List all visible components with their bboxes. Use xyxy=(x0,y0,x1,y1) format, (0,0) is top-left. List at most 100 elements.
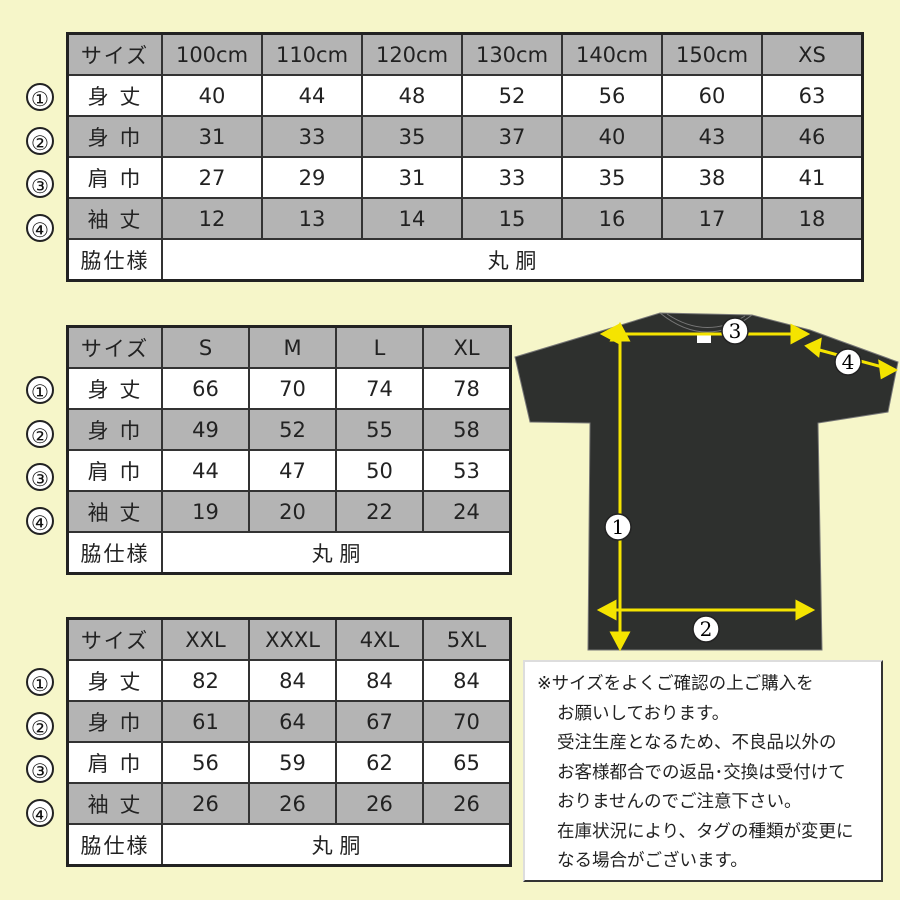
note-line: お願いしております。 xyxy=(557,703,730,724)
value-cell: 74 xyxy=(335,367,424,410)
value-cell: 31 xyxy=(161,115,263,158)
value-cell: 35 xyxy=(561,156,663,199)
marker-4: 4 xyxy=(842,350,855,374)
row-label-cell: 袖 丈 xyxy=(66,782,163,825)
value-cell: 82 xyxy=(161,659,250,702)
marker-3: 3 xyxy=(729,319,742,343)
row-label-cell: 袖 丈 xyxy=(66,490,163,533)
value-cell: 56 xyxy=(561,74,663,117)
value-cell: 17 xyxy=(661,197,763,240)
marker-1: 1 xyxy=(612,515,625,539)
note-line: お客様都合での返品･交換は受付けて xyxy=(557,762,846,783)
table-row: 身 丈 40 44 48 52 56 60 63 xyxy=(66,74,864,117)
row-label-cell: 身 丈 xyxy=(66,367,163,410)
size-header-cell: 100cm xyxy=(161,32,263,76)
value-cell: 26 xyxy=(335,782,424,825)
side-spec-row: 脇仕様丸 胴 xyxy=(66,531,512,575)
value-cell: 46 xyxy=(761,115,864,158)
size-header-cell: 140cm xyxy=(561,32,663,76)
side-spec-row: 脇仕様丸 胴 xyxy=(66,823,512,867)
row-label-cell: 身 巾 xyxy=(66,115,163,158)
value-cell: 14 xyxy=(361,197,463,240)
value-cell: 13 xyxy=(261,197,363,240)
note-line: なる場合がございます。 xyxy=(557,851,748,871)
value-cell: 66 xyxy=(161,367,250,410)
size-table-1: サイズ 100cm 110cm 120cm 130cm 140cm 150cm XS 身 丈 40… xyxy=(66,32,864,282)
value-cell: 31 xyxy=(361,156,463,199)
header-row: サイズ XXL XXXL 4XL 5XL xyxy=(66,617,512,661)
measure-arrows xyxy=(596,321,899,652)
value-cell: 16 xyxy=(561,197,663,240)
value-cell: 53 xyxy=(422,449,512,492)
value-cell: 84 xyxy=(422,659,512,702)
row-label-cell: 身 巾 xyxy=(66,700,163,743)
size-header-cell: 110cm xyxy=(261,32,363,76)
table-row: 肩 巾 27 29 31 33 35 38 41 xyxy=(66,156,864,199)
side-label-cell: 脇仕様 xyxy=(66,238,163,282)
value-cell: 29 xyxy=(261,156,363,199)
value-cell: 43 xyxy=(661,115,763,158)
size-header-cell: XXL xyxy=(161,617,250,661)
size-header-cell: 120cm xyxy=(361,32,463,76)
value-cell: 44 xyxy=(161,449,250,492)
value-cell: 15 xyxy=(461,197,563,240)
value-cell: 56 xyxy=(161,741,250,784)
size-header-cell: 4XL xyxy=(335,617,424,661)
row-marker: ③ xyxy=(26,755,54,783)
marker-2: 2 xyxy=(700,617,713,641)
value-cell: 64 xyxy=(248,700,337,743)
table-row: 袖 丈 19 20 22 24 xyxy=(66,490,512,533)
value-cell: 59 xyxy=(248,741,337,784)
note-line: おりませんのでご注意下さい。 xyxy=(557,792,802,812)
value-cell: 26 xyxy=(248,782,337,825)
value-cell: 24 xyxy=(422,490,512,533)
value-cell: 70 xyxy=(248,367,337,410)
value-cell: 78 xyxy=(422,367,512,410)
table-row: 身 巾 49 52 55 58 xyxy=(66,408,512,451)
header-label-cell: サイズ xyxy=(66,32,163,76)
value-cell: 18 xyxy=(761,197,864,240)
row-marker: ④ xyxy=(26,506,54,535)
size-header-cell: XS xyxy=(761,32,864,76)
value-cell: 50 xyxy=(335,449,424,492)
row-label-cell: 肩 巾 xyxy=(66,156,163,199)
row-marker: ② xyxy=(26,126,54,155)
value-cell: 19 xyxy=(161,490,250,533)
value-cell: 33 xyxy=(261,115,363,158)
value-cell: 70 xyxy=(422,700,512,743)
table-row: 肩 巾 56 59 62 65 xyxy=(66,741,512,784)
side-spec-row: 脇仕様丸 胴 xyxy=(66,238,864,282)
value-cell: 26 xyxy=(422,782,512,825)
row-label-cell: 肩 巾 xyxy=(66,449,163,492)
table-row: 肩 巾 44 47 50 53 xyxy=(66,449,512,492)
row-marker: ④ xyxy=(26,798,54,827)
value-cell: 62 xyxy=(335,741,424,784)
value-cell: 40 xyxy=(161,74,263,117)
value-cell: 41 xyxy=(761,156,864,199)
header-row: サイズ 100cm 110cm 120cm 130cm 140cm 150cm XS xyxy=(66,32,864,76)
value-cell: 58 xyxy=(422,408,512,451)
value-cell: 35 xyxy=(361,115,463,158)
row-marker: ④ xyxy=(26,213,54,242)
value-cell: 84 xyxy=(248,659,337,702)
row-marker: ① xyxy=(26,668,54,696)
size-header-cell: 5XL xyxy=(422,617,512,661)
value-cell: 37 xyxy=(461,115,563,158)
side-value-cell: 丸 胴 xyxy=(161,823,512,867)
size-header-cell: 150cm xyxy=(661,32,763,76)
row-marker: ① xyxy=(26,376,54,404)
row-marker: ③ xyxy=(26,170,54,198)
table-row: 身 丈 66 70 74 78 xyxy=(66,367,512,410)
row-label-cell: 身 丈 xyxy=(66,74,163,117)
side-value-cell: 丸 胴 xyxy=(161,238,864,282)
size-header-cell: XL xyxy=(422,325,512,369)
value-cell: 60 xyxy=(661,74,763,117)
value-cell: 38 xyxy=(661,156,763,199)
note-line: 受注生産となるため、不良品以外の xyxy=(557,733,837,753)
table-row: 身 巾 61 64 67 70 xyxy=(66,700,512,743)
value-cell: 49 xyxy=(161,408,250,451)
size-header-cell: S xyxy=(161,325,250,369)
value-cell: 55 xyxy=(335,408,424,451)
value-cell: 33 xyxy=(461,156,563,199)
